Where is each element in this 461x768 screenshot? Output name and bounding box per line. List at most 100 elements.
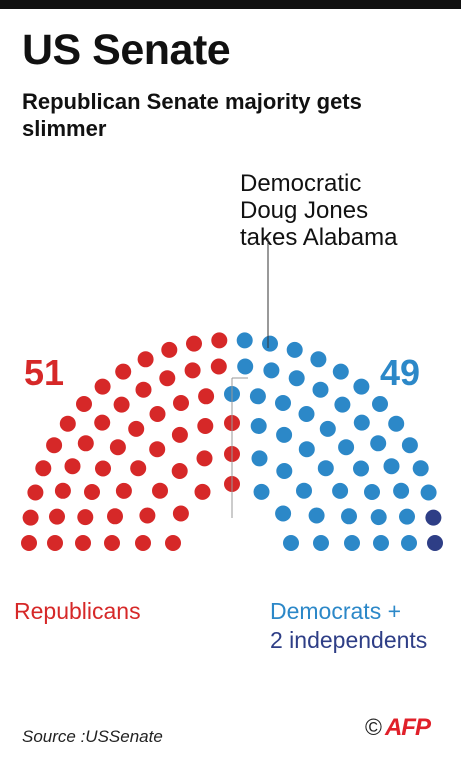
majority-divider <box>231 377 248 518</box>
seat-democrat <box>383 458 400 475</box>
seat-republican <box>194 483 211 500</box>
seat-republican <box>113 396 130 413</box>
seat-democrat <box>275 505 292 522</box>
agency-credit: © AFP <box>365 714 431 742</box>
copyright-symbol: © <box>365 714 382 740</box>
seat-democrat <box>353 460 369 477</box>
annotation-line: Doug Jones <box>240 197 369 224</box>
seat-democrat <box>353 378 370 395</box>
seat-republican <box>161 341 178 358</box>
seat-republican <box>159 370 176 387</box>
seat-republican <box>139 507 156 524</box>
seat-republican <box>186 335 202 352</box>
seat-republican <box>54 482 71 499</box>
seat-democrat <box>401 437 418 454</box>
annotation-line: Democratic <box>240 170 362 197</box>
seat-democrat <box>317 460 334 477</box>
annotation-text: Democratic Doug Jones takes Alabama <box>240 170 440 251</box>
seat-democrat <box>286 341 303 358</box>
seat-republican <box>22 509 39 526</box>
seat-republican <box>64 458 81 475</box>
seat-republican <box>107 508 123 525</box>
seat-independent <box>425 509 442 526</box>
seat-democrat <box>236 332 253 349</box>
seat-democrat <box>401 535 417 551</box>
seat-democrat <box>237 358 254 375</box>
seat-republican <box>171 463 188 479</box>
seat-republican <box>197 418 214 434</box>
seat-republican <box>173 395 189 411</box>
seat-democrat <box>399 508 415 525</box>
seat-republican <box>46 437 63 454</box>
seat-democrat <box>373 535 389 551</box>
democrat-seat-count: 49 <box>380 352 421 393</box>
afp-logo: AFP <box>384 714 431 741</box>
seat-democrat <box>288 370 305 387</box>
seat-republican <box>76 396 92 412</box>
seat-republican <box>165 535 181 551</box>
seat-democrat <box>334 396 351 413</box>
seat-democrat <box>276 463 293 479</box>
seat-republican <box>49 508 65 525</box>
seat-democrat <box>393 482 410 499</box>
seat-democrat <box>308 507 325 524</box>
seat-republican <box>94 414 111 431</box>
seat-republican <box>115 482 132 499</box>
seat-democrat <box>364 484 380 500</box>
seat-republican <box>109 439 126 456</box>
seat-republican <box>75 535 91 551</box>
seat-democrat <box>253 483 270 500</box>
seat-democrat <box>263 362 280 379</box>
seat-republican <box>171 426 188 443</box>
annotation-line: takes Alabama <box>240 224 398 251</box>
seat-republican <box>27 484 44 501</box>
seat-republican <box>47 535 63 551</box>
seat-democrat <box>313 535 329 551</box>
seat-democrat <box>338 439 355 456</box>
republican-seat-count: 51 <box>24 352 65 393</box>
seat-republican <box>104 535 120 551</box>
seat-democrat <box>420 484 437 501</box>
top-bar <box>0 0 461 9</box>
seat-democrat <box>388 415 405 432</box>
seat-democrat <box>370 435 387 452</box>
legend-independents: 2 independents <box>270 627 428 653</box>
seat-republican <box>77 509 94 526</box>
seat-republican <box>135 535 151 551</box>
seat-republican <box>115 363 132 380</box>
seat-republican <box>149 441 166 458</box>
seat-democrat <box>262 335 278 352</box>
seat-democrat <box>332 363 349 380</box>
seat-democrat <box>353 414 370 431</box>
seat-republican <box>152 482 168 499</box>
chart-title: US Senate <box>22 26 231 74</box>
seat-republican <box>35 460 52 477</box>
seat-democrat <box>298 406 315 422</box>
seat-republican <box>137 351 154 368</box>
seat-democrat <box>372 396 388 412</box>
seat-republican <box>211 332 228 349</box>
seat-republican <box>196 450 213 467</box>
seat-democrat <box>298 441 315 458</box>
seat-republican <box>77 435 94 452</box>
seat-republican <box>128 420 145 437</box>
seat-democrat <box>344 535 360 551</box>
seat-republican <box>149 406 166 422</box>
seat-republican <box>210 358 227 375</box>
chart-subtitle: Republican Senate majority gets slimmer <box>22 89 362 141</box>
seat-republican <box>130 460 147 477</box>
seat-republican <box>21 535 37 551</box>
seat-democrat <box>412 460 429 477</box>
seat-democrat <box>332 482 349 499</box>
seat-democrat <box>249 388 266 405</box>
legend-democrats: Democrats + <box>270 598 402 624</box>
seat-republican <box>59 415 76 432</box>
seat-democrat <box>319 420 336 437</box>
seat-democrat <box>341 508 357 525</box>
seat-democrat <box>250 418 267 434</box>
seat-republican <box>135 381 152 398</box>
legend-republicans: Republicans <box>14 598 141 624</box>
seat-republican <box>94 378 111 395</box>
seat-republican <box>84 484 100 500</box>
